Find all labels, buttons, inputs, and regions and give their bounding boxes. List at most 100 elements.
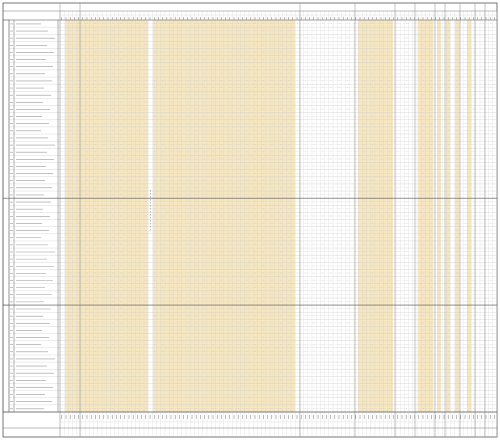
cell-value-mark [448,322,449,324]
cell-value-mark [238,336,239,338]
cell-value-mark [431,308,432,310]
cell-value-mark [456,187,458,188]
cell-value-mark [95,386,96,388]
cell-value-mark [263,329,264,331]
cell-value-mark [322,237,323,238]
cell-value-mark [212,94,214,96]
cell-value-mark [196,379,197,381]
cell-value-mark [221,73,222,74]
cell-value-mark [389,187,390,188]
cell-value-mark [95,265,96,267]
cell-value-mark [145,80,147,81]
cell-value-mark [70,329,71,331]
cell-value-mark [128,286,130,288]
cell-value-mark [154,215,155,217]
cell-value-mark [61,215,63,217]
section-label-cell-3 [2,304,10,413]
cell-value-mark [448,400,449,402]
cell-value-mark [313,358,315,359]
cell-value-mark [204,400,206,402]
cell-value-mark [305,215,306,217]
cell-value-mark [162,229,164,231]
cell-value-mark [464,151,466,153]
cell-value-mark [196,51,197,53]
cell-value-mark [456,30,458,32]
cell-value-mark [355,44,357,46]
cell-value-mark [490,194,491,195]
cell-value-mark [456,101,458,103]
cell-value-mark [187,322,189,324]
cell-value-mark [61,122,63,124]
cell-value-mark [120,73,122,74]
cell-value-mark [112,108,113,110]
cell-value-mark [431,30,432,32]
cell-value-mark [212,122,214,124]
cell-value-mark [313,379,315,381]
cell-value-mark [78,80,80,81]
cell-value-mark [271,158,273,160]
cell-value-mark [112,194,113,195]
cell-value-mark [288,258,290,260]
cell-value-mark [187,144,189,146]
cell-value-mark [389,130,390,131]
cell-value-mark [305,336,306,338]
cell-value-mark [95,294,96,295]
cell-value-mark [473,80,474,81]
cell-value-mark [162,351,164,352]
cell-value-mark [221,208,222,210]
cell-value-mark [372,137,374,138]
cell-value-mark [204,244,206,245]
cell-value-mark [397,286,399,288]
cell-value-mark [464,144,466,146]
cell-value-mark [254,165,256,167]
cell-value-mark [406,144,407,146]
cell-value-mark [296,258,298,260]
cell-value-mark [414,379,416,381]
cell-value-mark [86,51,88,53]
cell-value-mark [330,265,332,267]
cell-value-mark [145,222,147,224]
cell-value-mark [448,37,449,39]
cell-value-mark [162,272,164,274]
cell-value-mark [364,329,365,331]
cell-value-mark [254,351,256,352]
cell-value-mark [473,187,474,188]
cell-value-mark [322,222,323,224]
cell-value-mark [120,65,122,67]
cell-value-mark [464,130,466,131]
cell-value-mark [212,51,214,53]
cell-value-mark [296,165,298,167]
cell-value-mark [347,386,348,388]
cell-value-mark [61,30,63,32]
cell-value-mark [397,329,399,331]
cell-value-mark [179,279,180,281]
cell-value-mark [389,180,390,181]
cell-value-mark [338,30,340,32]
cell-value-mark [196,215,197,217]
cell-value-mark [456,286,458,288]
cell-value-mark [128,237,130,238]
cell-value-mark [464,58,466,60]
cell-value-mark [464,87,466,89]
cell-value-mark [95,180,96,181]
cell-value-mark [179,379,180,381]
cell-value-mark [78,301,80,302]
cell-value-mark [128,108,130,110]
cell-value-mark [238,301,239,302]
cell-value-mark [154,73,155,74]
cell-value-mark [481,37,483,39]
cell-value-mark [238,308,239,310]
cell-value-mark [288,65,290,67]
cell-value-mark [271,351,273,352]
cell-value-mark [179,151,180,153]
cell-value-mark [364,58,365,60]
cell-value-mark [246,294,248,295]
cell-value-mark [422,372,424,374]
cell-value-mark [137,30,138,32]
cell-value-mark [330,165,332,167]
cell-value-mark [490,115,491,117]
cell-value-mark [128,272,130,274]
cell-value-mark [280,80,281,81]
cell-value-mark [86,115,88,117]
cell-value-mark [196,94,197,96]
